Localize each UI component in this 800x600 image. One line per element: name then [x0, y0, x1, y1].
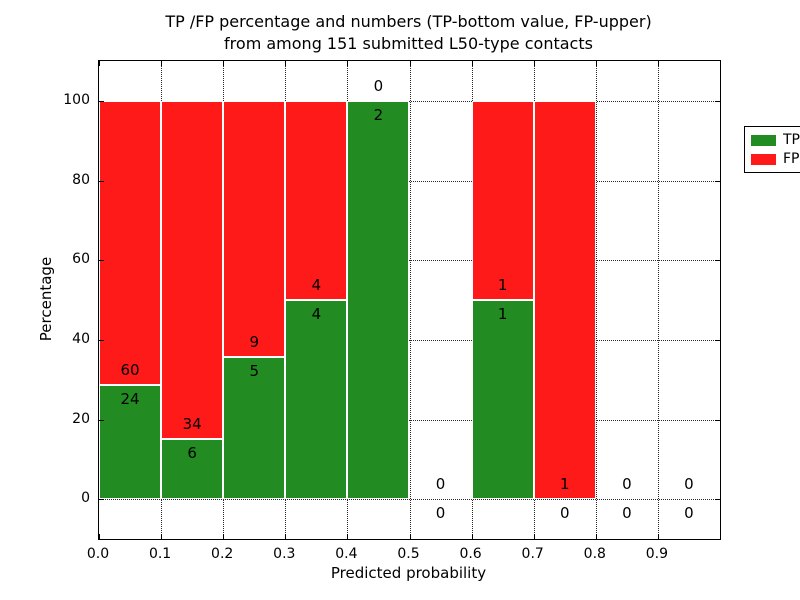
y-tick-mark [99, 100, 104, 102]
x-tick-mark [223, 61, 225, 66]
y-axis-label: Percentage [37, 256, 55, 342]
y-tick-label: 0 [81, 490, 90, 507]
y-tick-mark [715, 260, 720, 262]
x-tick-label: 0.4 [335, 546, 358, 562]
fp-count-label: 9 [249, 332, 260, 351]
x-tick-mark [409, 61, 411, 66]
y-tick-mark [715, 499, 720, 501]
y-tick-mark [99, 419, 104, 421]
x-tick-label: 0.7 [521, 546, 544, 562]
chart-title-line2: from among 151 submitted L50-type contac… [224, 34, 593, 53]
x-tick-mark [347, 61, 349, 66]
x-tick-label: 0.0 [86, 546, 110, 562]
tp-count-label: 5 [249, 361, 260, 380]
y-tick-mark [99, 499, 104, 501]
fp-bar-segment [533, 100, 596, 500]
tp-bar-segment [99, 385, 162, 500]
fp-count-label: 0 [373, 76, 384, 95]
x-tick-mark [285, 534, 287, 539]
x-tick-mark [595, 534, 597, 539]
tp-bar-segment [161, 439, 224, 500]
tp-bar-segment [347, 100, 410, 500]
x-tick-label: 0.8 [583, 546, 606, 562]
y-tick-mark [715, 100, 720, 102]
y-tick-label: 80 [72, 171, 90, 188]
x-tick-mark [657, 534, 659, 539]
x-tick-label: 0.2 [211, 546, 234, 562]
x-tick-mark [533, 534, 535, 539]
x-tick-mark [99, 61, 100, 66]
tp-count-label: 1 [497, 305, 508, 323]
y-tick-label: 100 [63, 91, 90, 108]
x-tick-label: 0.3 [273, 546, 296, 562]
x-tick-mark [347, 534, 349, 539]
y-tick-label: 60 [72, 251, 90, 268]
fp-count-label: 1 [559, 475, 570, 494]
tp-count-label: 0 [622, 504, 632, 523]
tp-count-label: 0 [684, 504, 694, 523]
x-tick-mark [657, 61, 659, 66]
v-gridline [409, 61, 411, 539]
x-tick-mark [595, 61, 597, 66]
x-tick-label: 0.5 [397, 546, 420, 562]
y-tick-mark [99, 180, 104, 182]
legend-label-fp: FP [783, 151, 800, 167]
y-tick-label: 40 [72, 330, 90, 347]
x-axis-label: Predicted probability [330, 564, 487, 582]
x-tick-mark [533, 61, 535, 66]
x-tick-mark [161, 61, 163, 66]
fp-count-label: 0 [622, 475, 632, 494]
tp-bar-segment [471, 300, 534, 500]
fp-count-label: 1 [497, 276, 508, 294]
tp-count-label: 24 [120, 390, 140, 409]
x-tick-mark [99, 534, 100, 539]
x-tick-mark [223, 534, 225, 539]
x-tick-label: 0.9 [645, 546, 669, 562]
chart-title-line1: TP /FP percentage and numbers (TP-bottom… [165, 12, 652, 31]
v-gridline [657, 61, 659, 539]
fp-count-label: 60 [120, 361, 140, 380]
fp-count-label: 0 [435, 475, 446, 494]
y-tick-mark [99, 339, 104, 341]
fp-bar-segment [99, 100, 162, 386]
y-tick-mark [715, 419, 720, 421]
tp-count-label: 0 [435, 504, 446, 523]
tp-count-label: 6 [187, 444, 197, 463]
tp-bar-segment [223, 356, 286, 500]
x-tick-mark [409, 534, 411, 539]
x-tick-label: 0.1 [148, 546, 172, 562]
fp-count-label: 34 [182, 415, 202, 434]
y-tick-mark [715, 180, 720, 182]
fp-bar-segment [285, 100, 348, 300]
x-tick-label: 0.6 [459, 546, 482, 562]
y-tick-label: 20 [72, 410, 90, 427]
fp-legend-swatch-icon [751, 153, 776, 165]
chart-title: TP /FP percentage and numbers (TP-bottom… [98, 11, 719, 55]
y-tick-mark [99, 260, 104, 262]
fp-count-label: 0 [684, 475, 694, 494]
fp-bar-segment [161, 100, 224, 440]
legend: TP FP [744, 126, 800, 173]
tp-count-label: 0 [559, 504, 570, 523]
v-gridline [595, 61, 597, 539]
tp-count-label: 4 [311, 305, 322, 323]
x-tick-mark [161, 534, 163, 539]
tp-bar-segment [285, 300, 348, 500]
tp-count-label: 2 [373, 105, 384, 124]
legend-entry-tp: TP [751, 132, 800, 148]
fp-bar-segment [223, 100, 286, 357]
fp-bar-segment [471, 100, 534, 300]
y-tick-mark [715, 339, 720, 341]
x-tick-mark [471, 534, 473, 539]
fp-count-label: 4 [311, 276, 322, 294]
tp-legend-swatch-icon [751, 134, 776, 146]
x-tick-mark [285, 61, 287, 66]
x-tick-mark [471, 61, 473, 66]
legend-entry-fp: FP [751, 151, 800, 167]
legend-label-tp: TP [783, 132, 800, 148]
plot-area: TP FP 60 24 34 6 9 5 4 4 0 2 0 0 1 1 1 0 0 0 0 0 [98, 60, 800, 540]
